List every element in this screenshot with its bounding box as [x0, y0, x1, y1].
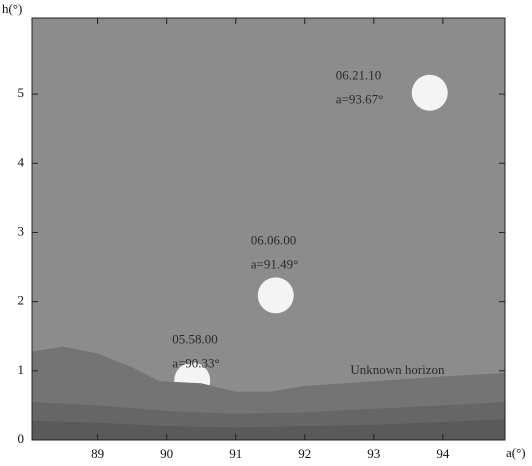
y-tick-label: 2: [18, 293, 25, 308]
x-tick-label: 91: [229, 446, 242, 461]
y-axis-label: h(°): [2, 1, 22, 16]
y-tick-label: 1: [18, 362, 25, 377]
point-label: 05.58.00: [172, 331, 218, 346]
x-tick-label: 93: [367, 446, 380, 461]
sun: [412, 75, 448, 111]
horizon-label: Unknown horizon: [350, 362, 445, 377]
x-axis-label: a(°): [506, 445, 526, 460]
point-label: 06.21.10: [336, 68, 382, 83]
y-tick-label: 0: [18, 431, 25, 446]
point-label: 06.06.00: [251, 232, 297, 247]
point-label: a=91.49°: [251, 256, 299, 271]
x-tick-label: 90: [160, 446, 173, 461]
y-tick-label: 3: [18, 223, 25, 238]
x-tick-label: 92: [298, 446, 311, 461]
x-tick-label: 94: [436, 446, 450, 461]
sun: [258, 277, 294, 313]
point-label: a=90.33°: [172, 355, 220, 370]
x-tick-label: 89: [91, 446, 104, 461]
point-label: a=93.67°: [336, 92, 384, 107]
chart: h(°) a(°) 05.58.00 a=90.33° 06.06.00 a=91.4…: [0, 0, 532, 466]
page: h(°) a(°) 05.58.00 a=90.33° 06.06.00 a=91.4…: [0, 0, 532, 466]
y-tick-label: 4: [18, 154, 25, 169]
y-tick-label: 5: [18, 85, 25, 100]
